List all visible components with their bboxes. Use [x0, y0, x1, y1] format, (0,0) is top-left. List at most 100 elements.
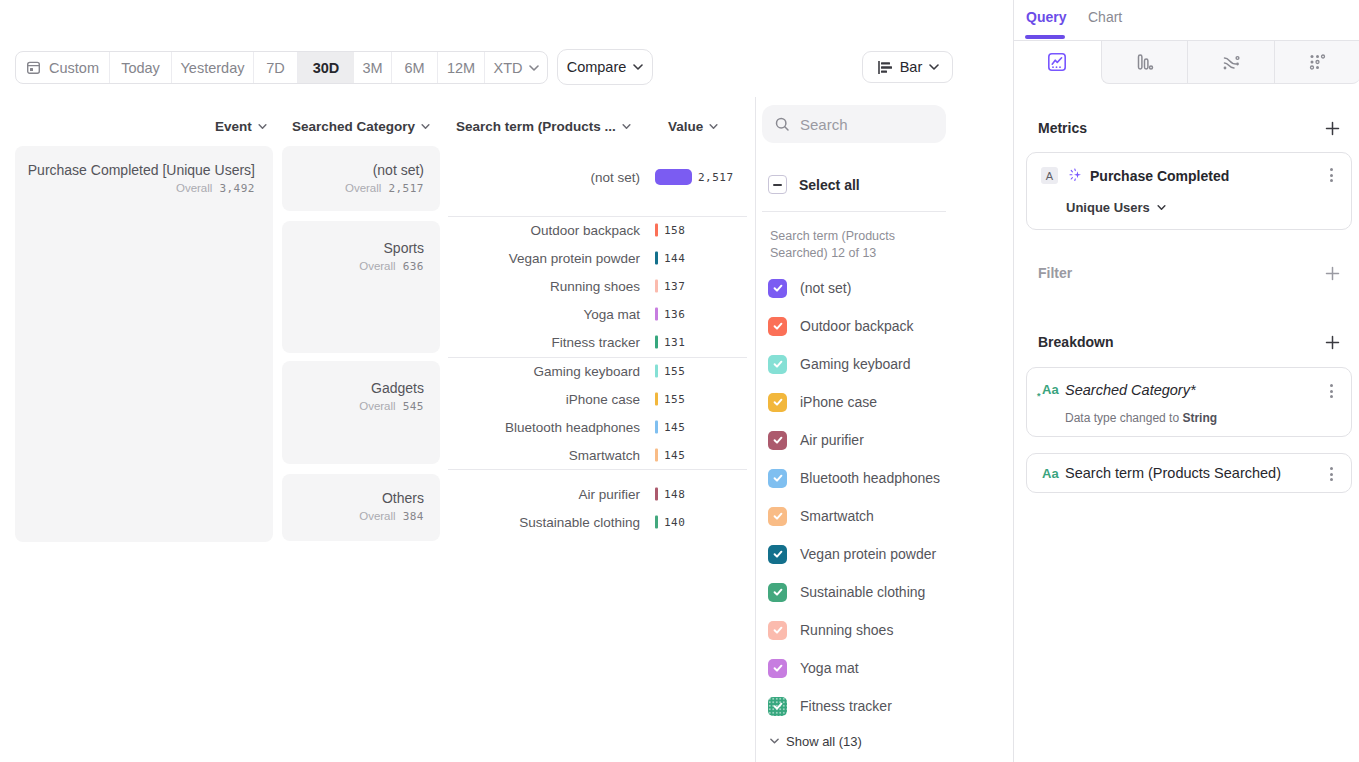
date-range-label: 30D — [313, 60, 340, 76]
table-row[interactable]: (not set) 2,517 — [448, 167, 748, 187]
value-label: 158 — [664, 224, 685, 237]
table-row[interactable]: Sustainable clothing 140 — [448, 512, 748, 532]
legend-checkbox[interactable] — [768, 393, 787, 412]
compare-button[interactable]: Compare — [557, 49, 653, 85]
table-row[interactable]: Running shoes 137 — [448, 276, 748, 296]
legend-item[interactable]: iPhone case — [768, 383, 946, 421]
table-row[interactable]: Fitness tracker 131 — [448, 332, 748, 352]
breakdown-menu-button[interactable] — [1324, 384, 1338, 398]
value-bar — [655, 224, 658, 237]
event-cell: Purchase Completed [Unique Users] Overal… — [15, 146, 273, 542]
tab-flows[interactable] — [1187, 41, 1274, 84]
legend-checkbox[interactable] — [768, 469, 787, 488]
legend-checkbox[interactable] — [768, 317, 787, 336]
value-bar — [655, 252, 658, 265]
column-header-category[interactable]: Searched Category — [292, 118, 430, 134]
date-range-xtd[interactable]: XTD — [485, 52, 547, 83]
date-range-7d[interactable]: 7D — [254, 52, 298, 83]
search-term-label: Smartwatch — [569, 448, 640, 463]
add-breakdown-button[interactable] — [1324, 334, 1340, 350]
legend-item[interactable]: Outdoor backpack — [768, 307, 946, 345]
legend-item[interactable]: Air purifier — [768, 421, 946, 459]
check-icon — [772, 320, 784, 332]
column-header-value[interactable]: Value — [668, 118, 718, 134]
legend-item[interactable]: Vegan protein powder — [768, 535, 946, 573]
legend-item[interactable]: Running shoes — [768, 611, 946, 649]
calendar-icon — [26, 60, 41, 75]
legend-checkbox[interactable] — [768, 659, 787, 678]
legend-label: Smartwatch — [800, 508, 874, 524]
insights-icon — [1046, 51, 1068, 73]
add-filter-button[interactable] — [1324, 265, 1340, 281]
date-range-custom[interactable]: Custom — [16, 52, 110, 83]
legend-checkbox[interactable] — [768, 431, 787, 450]
legend-checkbox[interactable] — [768, 279, 787, 298]
legend-checkbox[interactable] — [768, 545, 787, 564]
category-overall: Overall2,517 — [282, 182, 424, 195]
table-row[interactable]: Vegan protein powder 144 — [448, 248, 748, 268]
event-overall: Overall3,492 — [15, 182, 255, 195]
metric-letter-badge: A — [1041, 167, 1058, 184]
legend-item[interactable]: Smartwatch — [768, 497, 946, 535]
legend-label: Gaming keyboard — [800, 356, 911, 372]
chevron-down-icon — [622, 124, 631, 129]
legend-item[interactable]: Fitness tracker — [768, 687, 946, 725]
legend-search[interactable] — [762, 105, 946, 143]
column-header-event[interactable]: Event — [215, 118, 267, 134]
legend-checkbox[interactable] — [768, 507, 787, 526]
value-label: 155 — [664, 393, 685, 406]
table-row[interactable]: Air purifier 148 — [448, 484, 748, 504]
legend-checkbox[interactable] — [768, 621, 787, 640]
measure-selector[interactable]: Unique Users — [1066, 200, 1166, 215]
legend-label: iPhone case — [800, 394, 877, 410]
legend-checkbox[interactable] — [768, 697, 787, 716]
search-term-label: Vegan protein powder — [509, 251, 640, 266]
add-metric-button[interactable] — [1324, 120, 1340, 136]
select-all-checkbox[interactable] — [768, 175, 787, 194]
chart-type-selector[interactable]: Bar — [862, 51, 953, 83]
tab-chart[interactable]: Chart — [1088, 9, 1122, 25]
tab-funnels[interactable] — [1101, 41, 1188, 84]
tab-query[interactable]: Query — [1026, 9, 1066, 25]
metrics-heading: Metrics — [1038, 120, 1087, 136]
metric-card[interactable]: A Purchase Completed Unique Users — [1026, 152, 1352, 230]
legend-checkbox[interactable] — [768, 355, 787, 374]
show-all-button[interactable]: Show all (13) — [770, 731, 862, 751]
table-row[interactable]: Gaming keyboard 155 — [448, 361, 748, 381]
table-row[interactable]: Outdoor backpack 158 — [448, 220, 748, 240]
table-row[interactable]: iPhone case 155 — [448, 389, 748, 409]
search-input[interactable] — [800, 116, 920, 133]
date-range-3m[interactable]: 3M — [354, 52, 392, 83]
check-icon — [772, 624, 784, 636]
search-icon — [774, 116, 791, 133]
column-header-search-term[interactable]: Search term (Products ... — [456, 118, 631, 134]
chevron-down-icon — [709, 124, 718, 129]
table-row[interactable]: Smartwatch 145 — [448, 445, 748, 465]
date-range-12m[interactable]: 12M — [438, 52, 485, 83]
metric-menu-button[interactable] — [1324, 168, 1338, 182]
tab-retention[interactable] — [1274, 41, 1359, 84]
category-cell: Gadgets Overall545 — [282, 361, 440, 464]
date-range-today[interactable]: Today — [110, 52, 172, 83]
breakdown-card[interactable]: Aa Search term (Products Searched) — [1026, 453, 1352, 493]
value-bar — [655, 336, 658, 349]
legend-item[interactable]: Bluetooth headphones — [768, 459, 946, 497]
select-all[interactable]: Select all — [768, 175, 860, 194]
breakdown-card[interactable]: Aa* Searched Category* Data type changed… — [1026, 367, 1352, 437]
legend-checkbox[interactable] — [768, 583, 787, 602]
table-row[interactable]: Yoga mat 136 — [448, 304, 748, 324]
table-row[interactable]: Bluetooth headphones 145 — [448, 417, 748, 437]
legend-item[interactable]: (not set) — [768, 269, 946, 307]
category-name: Sports — [282, 239, 424, 258]
date-range-yesterday[interactable]: Yesterday — [172, 52, 254, 83]
tab-insights[interactable] — [1014, 41, 1101, 84]
legend-item[interactable]: Sustainable clothing — [768, 573, 946, 611]
date-range-6m[interactable]: 6M — [392, 52, 438, 83]
category-overall: Overall545 — [282, 400, 424, 413]
check-icon — [772, 548, 784, 560]
compare-label: Compare — [567, 59, 627, 75]
breakdown-menu-button[interactable] — [1324, 467, 1338, 481]
legend-item[interactable]: Gaming keyboard — [768, 345, 946, 383]
date-range-30d[interactable]: 30D — [298, 52, 354, 83]
legend-item[interactable]: Yoga mat — [768, 649, 946, 687]
